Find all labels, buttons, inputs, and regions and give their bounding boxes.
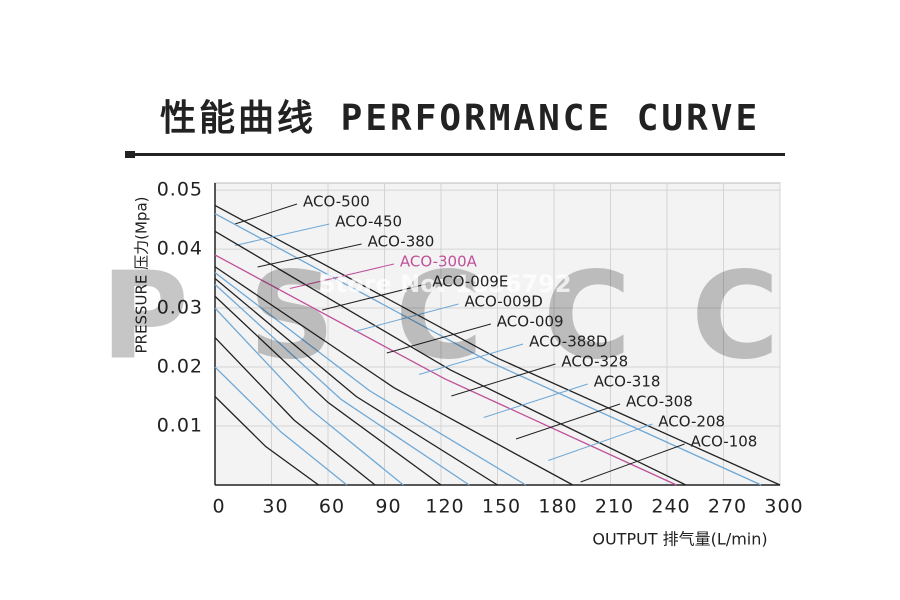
curve bbox=[214, 230, 687, 486]
y-tick-label: 0.05 bbox=[157, 179, 203, 201]
series-label: ACO-308 bbox=[626, 393, 693, 411]
curve bbox=[214, 266, 574, 486]
x-tick-label: 210 bbox=[595, 496, 634, 518]
leader-line bbox=[451, 363, 556, 397]
y-tick-label: 0.03 bbox=[157, 297, 203, 319]
series-label: ACO-388D bbox=[529, 333, 607, 351]
series-label: ACO-328 bbox=[561, 353, 628, 371]
plot bbox=[214, 183, 781, 486]
y-tick-label: 0.02 bbox=[157, 356, 203, 378]
x-tick-label: 120 bbox=[425, 496, 464, 518]
x-tick-label: 270 bbox=[708, 496, 747, 518]
leader-line bbox=[289, 263, 395, 289]
series-label: ACO-318 bbox=[594, 373, 661, 391]
x-axis-label: OUTPUT 排气量(L/min) bbox=[592, 530, 767, 549]
series-label: ACO-300A bbox=[400, 253, 478, 271]
curve bbox=[214, 396, 319, 486]
x-tick-label: 60 bbox=[319, 496, 345, 518]
leader-line bbox=[234, 223, 330, 246]
leader-line bbox=[483, 383, 588, 418]
curve bbox=[214, 278, 498, 486]
curve bbox=[214, 204, 781, 486]
chart-title: 性能曲线 PERFORMANCE CURVE bbox=[160, 98, 760, 139]
curve bbox=[214, 283, 470, 486]
curve bbox=[214, 337, 376, 486]
x-tick-label: 240 bbox=[651, 496, 690, 518]
curve bbox=[214, 307, 404, 486]
leader-line bbox=[234, 203, 298, 225]
leader-line bbox=[354, 303, 459, 332]
x-tick-label: 90 bbox=[375, 496, 401, 518]
curve bbox=[214, 254, 677, 486]
leader-line bbox=[418, 343, 524, 375]
series-label: ACO-009 bbox=[497, 313, 564, 331]
leader-line bbox=[257, 243, 362, 268]
series-label: ACO-500 bbox=[303, 193, 370, 211]
x-tick-label: 180 bbox=[538, 496, 577, 518]
store-watermark: Store No: 1856792 bbox=[318, 270, 571, 298]
x-tick-label: 300 bbox=[764, 496, 803, 518]
series-label: ACO-450 bbox=[335, 213, 402, 231]
series-label: ACO-009E bbox=[432, 273, 508, 291]
y-tick-label: 0.04 bbox=[157, 238, 203, 260]
leader-line bbox=[548, 423, 653, 461]
series-label: ACO-108 bbox=[691, 433, 758, 451]
x-tick-label: 0 bbox=[212, 496, 225, 518]
curve bbox=[214, 213, 762, 486]
curve bbox=[214, 295, 442, 486]
leader-line bbox=[322, 283, 427, 311]
y-axis-label: PRESSURE 压力(Mpa) bbox=[133, 197, 151, 354]
leader-line bbox=[580, 443, 685, 483]
series-label: ACO-009D bbox=[465, 293, 543, 311]
series-label: ACO-208 bbox=[658, 413, 725, 431]
curve bbox=[214, 272, 527, 486]
leader-line bbox=[515, 403, 621, 440]
series-label: ACO-380 bbox=[368, 233, 435, 251]
x-tick-label: 30 bbox=[262, 496, 288, 518]
leader-line bbox=[386, 323, 491, 354]
x-tick-label: 150 bbox=[482, 496, 521, 518]
curve bbox=[214, 366, 348, 486]
watermark: PSCCC bbox=[101, 248, 840, 387]
y-tick-label: 0.01 bbox=[157, 415, 203, 437]
